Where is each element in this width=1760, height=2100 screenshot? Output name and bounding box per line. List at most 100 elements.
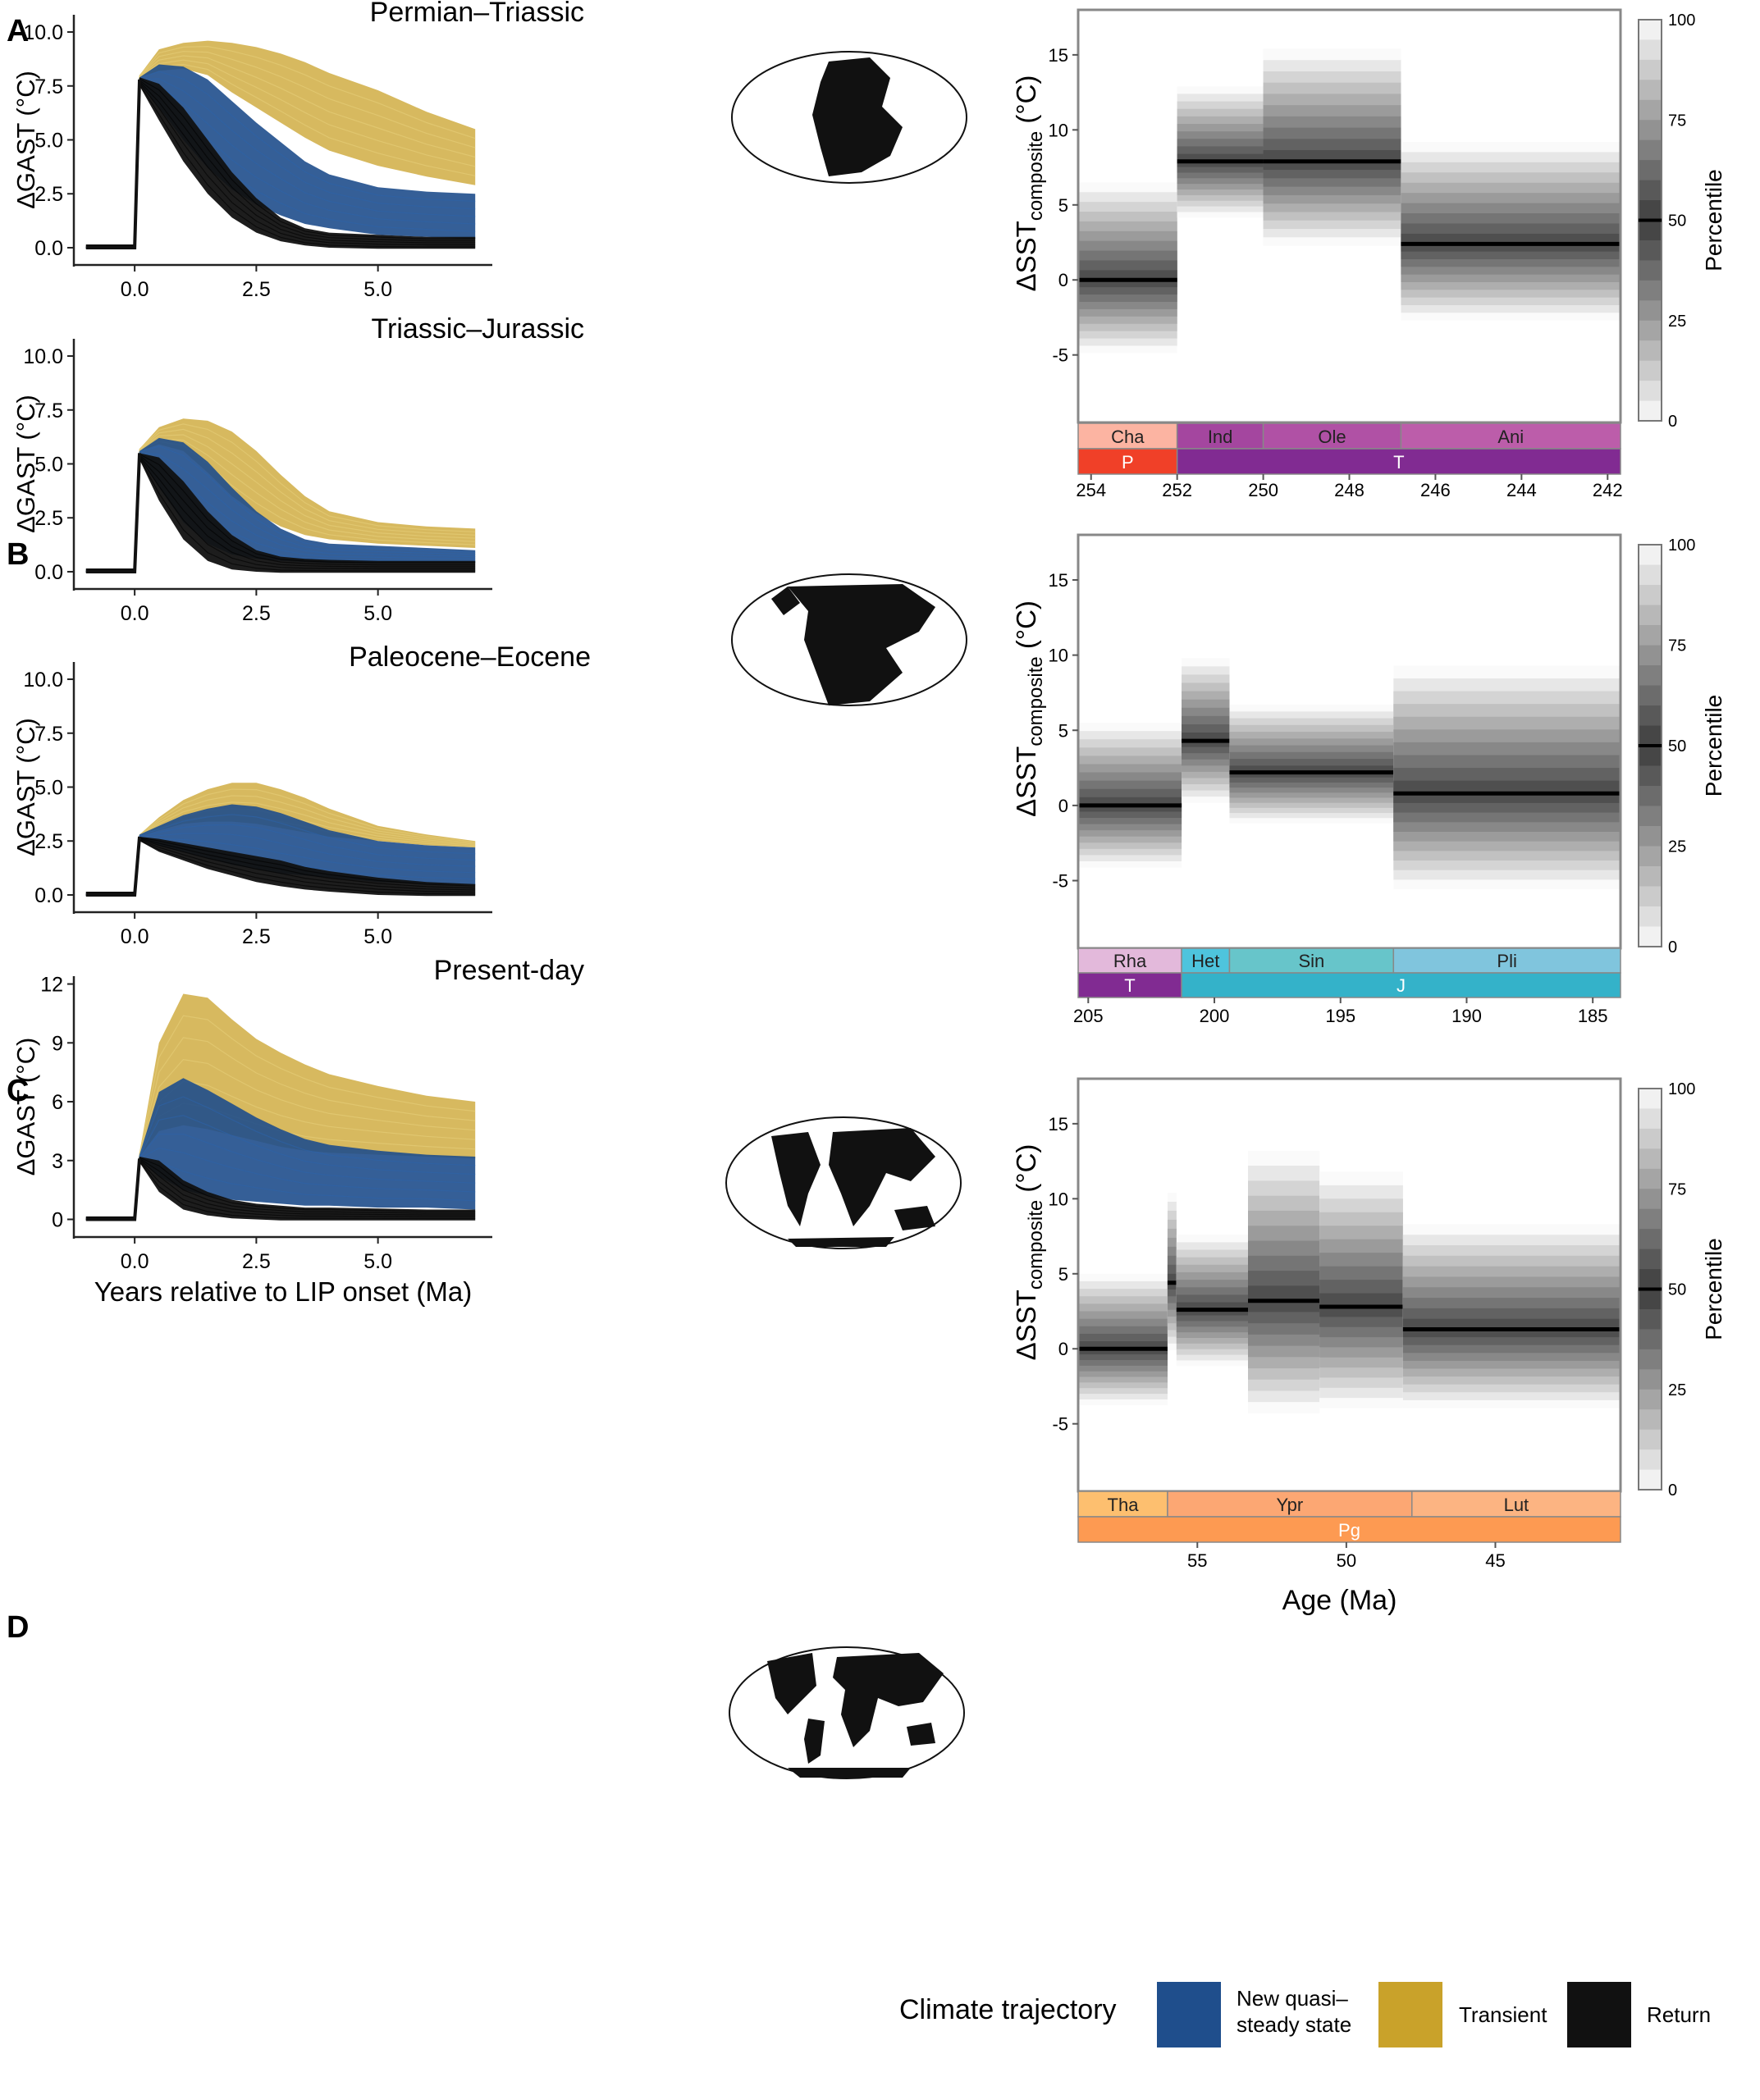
- panel-a-x-tick-label: 246: [1420, 480, 1451, 500]
- panel-b-y-tick-label: 0: [1058, 796, 1068, 816]
- panel-a-period-label: T: [1393, 452, 1404, 472]
- panel-a-x-tick-label: 2.5: [242, 278, 271, 301]
- panel-d-y-tick-label: 9: [52, 1032, 63, 1055]
- panel-a-x-tick-label: 250: [1248, 480, 1278, 500]
- panel-d-y-tick-label: 6: [52, 1091, 63, 1114]
- panel-c-y-tick-label: 10: [1049, 1189, 1068, 1209]
- panel-a-y-label: ΔSSTcomposite (°C): [1011, 75, 1047, 292]
- panel-b-y-tick-label: -5: [1052, 871, 1068, 892]
- panel-a-y-tick-label: 2.5: [34, 183, 63, 206]
- panel-c-x-tick-label: 50: [1337, 1550, 1356, 1571]
- panel-a-x-tick-label: 5.0: [363, 278, 392, 301]
- panel-c-trace-transient: [85, 795, 476, 896]
- panel-a-stage-ole: [1262, 422, 1402, 450]
- panel-c-trace-return: [85, 838, 476, 896]
- panel-a-colorbar-step: [1639, 300, 1662, 322]
- panel-c-x-tick-label: 45: [1485, 1550, 1505, 1571]
- map-present-day: [729, 1646, 965, 1779]
- panel-c-trace-new-quasi-steady: [85, 833, 476, 896]
- panel-a-stage-ani: [1400, 422, 1621, 450]
- panel-d-band-transient: [85, 993, 476, 1220]
- panel-c-colorbar-step: [1639, 1108, 1662, 1130]
- panel-a-period-p: [1077, 448, 1178, 475]
- panel-d-y-label: ΔGAST (°C): [11, 1038, 40, 1176]
- panel-a-trace-return: [85, 81, 476, 249]
- panel-d-title: Present-day: [434, 955, 584, 986]
- panel-a-colorbar-step: [1639, 340, 1662, 362]
- panel-a-y-tick-label: 10.0: [23, 21, 63, 44]
- panel-c-stage-ypr: [1167, 1491, 1413, 1518]
- panel-b-trace-transient: [85, 423, 476, 573]
- panel-d-trace-return: [85, 1157, 476, 1219]
- panel-c-stage-label: Ypr: [1277, 1495, 1304, 1515]
- panel-b-colorbar-step: [1639, 886, 1662, 907]
- panel-c-colorbar-step: [1639, 1449, 1662, 1471]
- panel-a-colorbar-step: [1639, 260, 1662, 281]
- panel-b-colorbar-step: [1639, 826, 1662, 847]
- panel-c-colorbar-step: [1639, 1269, 1662, 1290]
- panel-a-colorbar-step: [1639, 280, 1662, 301]
- panel-a-colorbar-step: [1639, 80, 1662, 101]
- panel-a-plot-frame: [1077, 8, 1622, 424]
- panel-b-colorbar-step: [1639, 685, 1662, 706]
- panel-c-colorbar-step: [1639, 1389, 1662, 1410]
- panel-b-colorbar-tick-label: 0: [1668, 938, 1677, 956]
- panel-b-colorbar-step: [1639, 765, 1662, 787]
- map-permian-triassic: [731, 51, 967, 184]
- panel-c-stage-label: Lut: [1504, 1495, 1529, 1515]
- panel-a-colorbar-step: [1639, 240, 1662, 261]
- panel-letter-a: A: [7, 14, 29, 48]
- panel-b-band-return: [85, 453, 476, 573]
- panel-d-line-chart: Present-day 0 3 6 9 12 0.0 2.5 5.0 ΔGAST (°C) Year…: [11, 955, 584, 1307]
- panel-a-x-tick-label: 242: [1593, 480, 1623, 500]
- panel-b-y-tick-label: 2.5: [34, 507, 63, 530]
- panel-c-trace-new-quasi-steady: [85, 814, 476, 896]
- panel-c-colorbar-tick-label: 25: [1668, 1381, 1686, 1399]
- panel-b-x-tick-label: 185: [1578, 1006, 1608, 1026]
- panel-c-trace-new-quasi-steady: [85, 824, 476, 896]
- panel-a-onset-line: [85, 79, 142, 249]
- panel-c-colorbar-step: [1639, 1229, 1662, 1250]
- panel-b-x-tick-label: 205: [1073, 1006, 1104, 1026]
- panel-a-y-tick-label: 15: [1049, 45, 1068, 66]
- panel-b-colorbar-step: [1639, 725, 1662, 746]
- panel-b-trace-return: [85, 454, 476, 572]
- panel-a-x-tick-label: 254: [1076, 480, 1106, 500]
- legend-swatch-return: [1567, 1982, 1631, 2048]
- panel-b-colorbar-tick-label: 100: [1668, 536, 1695, 555]
- panel-d-trace-new-quasi-steady: [85, 1115, 476, 1221]
- legend-label-transient: Transient: [1459, 2002, 1547, 2027]
- panel-c-y-tick-label: 15: [1049, 1114, 1068, 1134]
- legend-swatch-transient: [1378, 1982, 1442, 2048]
- panel-a-colorbar-step: [1639, 160, 1662, 181]
- panel-a-y-tick-label: 7.5: [34, 75, 63, 98]
- panel-a-trace-transient: [85, 51, 476, 249]
- panel-d-y-tick-label: 3: [52, 1150, 63, 1173]
- panel-b-trace-transient: [85, 434, 476, 573]
- panel-a-stage-label: Ind: [1208, 427, 1233, 447]
- panel-a-y-tick-label: 0.0: [34, 237, 63, 260]
- panel-a-trace-return: [85, 80, 476, 248]
- panel-d-x-tick-label: 5.0: [363, 1250, 392, 1273]
- panel-d-trace-transient: [85, 1015, 476, 1221]
- panel-a-colorbar-step: [1639, 360, 1662, 381]
- panel-a-period-t: [1176, 448, 1621, 475]
- panel-c-trace-return: [85, 838, 476, 895]
- panel-b-colorbar-step: [1639, 866, 1662, 887]
- panel-d-x-tick-label: 0.0: [121, 1250, 149, 1273]
- panel-b-y-tick-label: 5.0: [34, 454, 63, 477]
- panel-a-colorbar-step: [1639, 220, 1662, 241]
- panel-b-onset-line: [85, 453, 142, 573]
- panel-b-colorbar-step: [1639, 846, 1662, 867]
- panel-c-y-tick-label: 5: [1058, 1264, 1068, 1285]
- panel-b-colorbar-tick-label: 25: [1668, 838, 1686, 856]
- panel-c-onset-line: [85, 836, 142, 897]
- panel-a-colorbar-step: [1639, 59, 1662, 80]
- panel-d-y-tick-label: 12: [40, 974, 63, 997]
- panel-d-x-label: Years relative to LIP onset (Ma): [94, 1276, 472, 1307]
- panel-letter-b: B: [7, 537, 29, 572]
- panel-b-x-tick-label: 5.0: [363, 602, 392, 625]
